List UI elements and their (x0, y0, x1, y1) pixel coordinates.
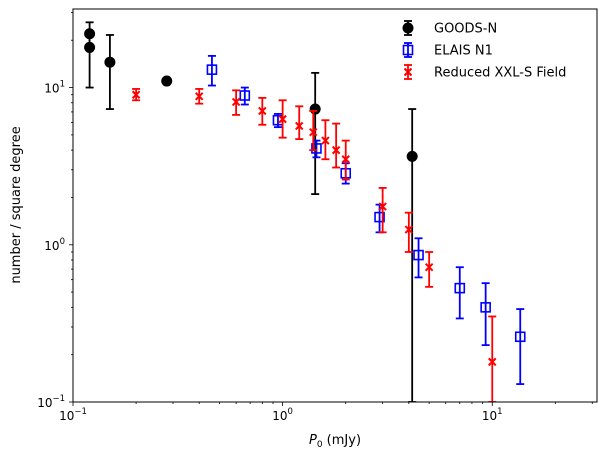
plot-frame (72, 8, 598, 403)
marker (309, 103, 321, 115)
data-point (309, 110, 318, 152)
legend-marker (402, 22, 414, 34)
data-point (278, 99, 287, 139)
x-tick-label: 100 (272, 407, 293, 423)
data-point (206, 54, 218, 87)
series-goods-n (84, 21, 418, 402)
tick-labels: 10−1 100 101 10−1 100 101 (37, 80, 502, 423)
data-point (231, 89, 241, 116)
legend-marker (402, 44, 414, 56)
data-point (406, 108, 418, 402)
legend-label: Reduced XXL-S Field (434, 66, 566, 81)
y-tick-label: 101 (44, 80, 65, 96)
x-tick-label: 10−1 (59, 407, 87, 423)
marker (378, 202, 387, 211)
data-point (404, 211, 414, 253)
legend: GOODS-N ELAIS N1 Reduced XXL-S Field (402, 20, 566, 81)
data-point (454, 266, 466, 320)
legend-label: ELAIS N1 (434, 44, 493, 59)
marker (374, 211, 385, 223)
marker (321, 136, 330, 145)
legend-marker (403, 67, 413, 77)
marker (295, 121, 304, 131)
marker (480, 302, 491, 313)
data-point (378, 187, 387, 234)
data-point (161, 75, 173, 87)
data-point (413, 237, 424, 279)
y-tick-label: 100 (44, 237, 65, 253)
data-point (341, 139, 350, 181)
data-point (480, 282, 491, 347)
x-axis-label: P0 (mJy) (309, 433, 361, 450)
legend-entry: GOODS-N (402, 20, 497, 37)
marker (195, 92, 204, 101)
marker (206, 64, 218, 75)
data-point (514, 308, 526, 385)
data-point (239, 86, 251, 106)
marker (258, 106, 267, 116)
marker (413, 249, 424, 261)
marker (514, 331, 526, 343)
series-reduced-xxl-s-field (131, 88, 497, 402)
series-elais-n1 (206, 54, 526, 385)
data-layer (84, 21, 526, 402)
marker (488, 357, 497, 367)
data-point (131, 88, 141, 102)
marker (104, 56, 116, 68)
data-point (321, 119, 330, 161)
data-point (295, 105, 304, 141)
legend-entry: ELAIS N1 (402, 42, 493, 59)
marker (454, 282, 466, 294)
data-point (104, 34, 116, 110)
marker (331, 145, 341, 155)
marker (406, 150, 418, 162)
marker (278, 114, 287, 124)
marker (161, 75, 173, 87)
marker (131, 90, 141, 99)
marker (231, 97, 241, 107)
data-point (195, 88, 204, 105)
legend-entry: Reduced XXL-S Field (403, 64, 566, 81)
y-axis-label: number / square degree (9, 126, 24, 283)
data-point (272, 112, 284, 129)
marker (239, 90, 251, 101)
marker (84, 41, 96, 53)
data-point (331, 122, 341, 169)
legend-label: GOODS-N (434, 22, 497, 37)
data-point (258, 96, 267, 126)
data-point (488, 315, 497, 402)
data-point (424, 251, 434, 288)
marker (341, 155, 350, 164)
x-tick-label: 101 (482, 407, 503, 423)
marker (311, 143, 322, 154)
marker (404, 225, 414, 234)
marker (424, 263, 434, 272)
data-point (84, 32, 96, 89)
y-tick-label: 10−1 (37, 394, 65, 410)
marker (309, 128, 318, 137)
